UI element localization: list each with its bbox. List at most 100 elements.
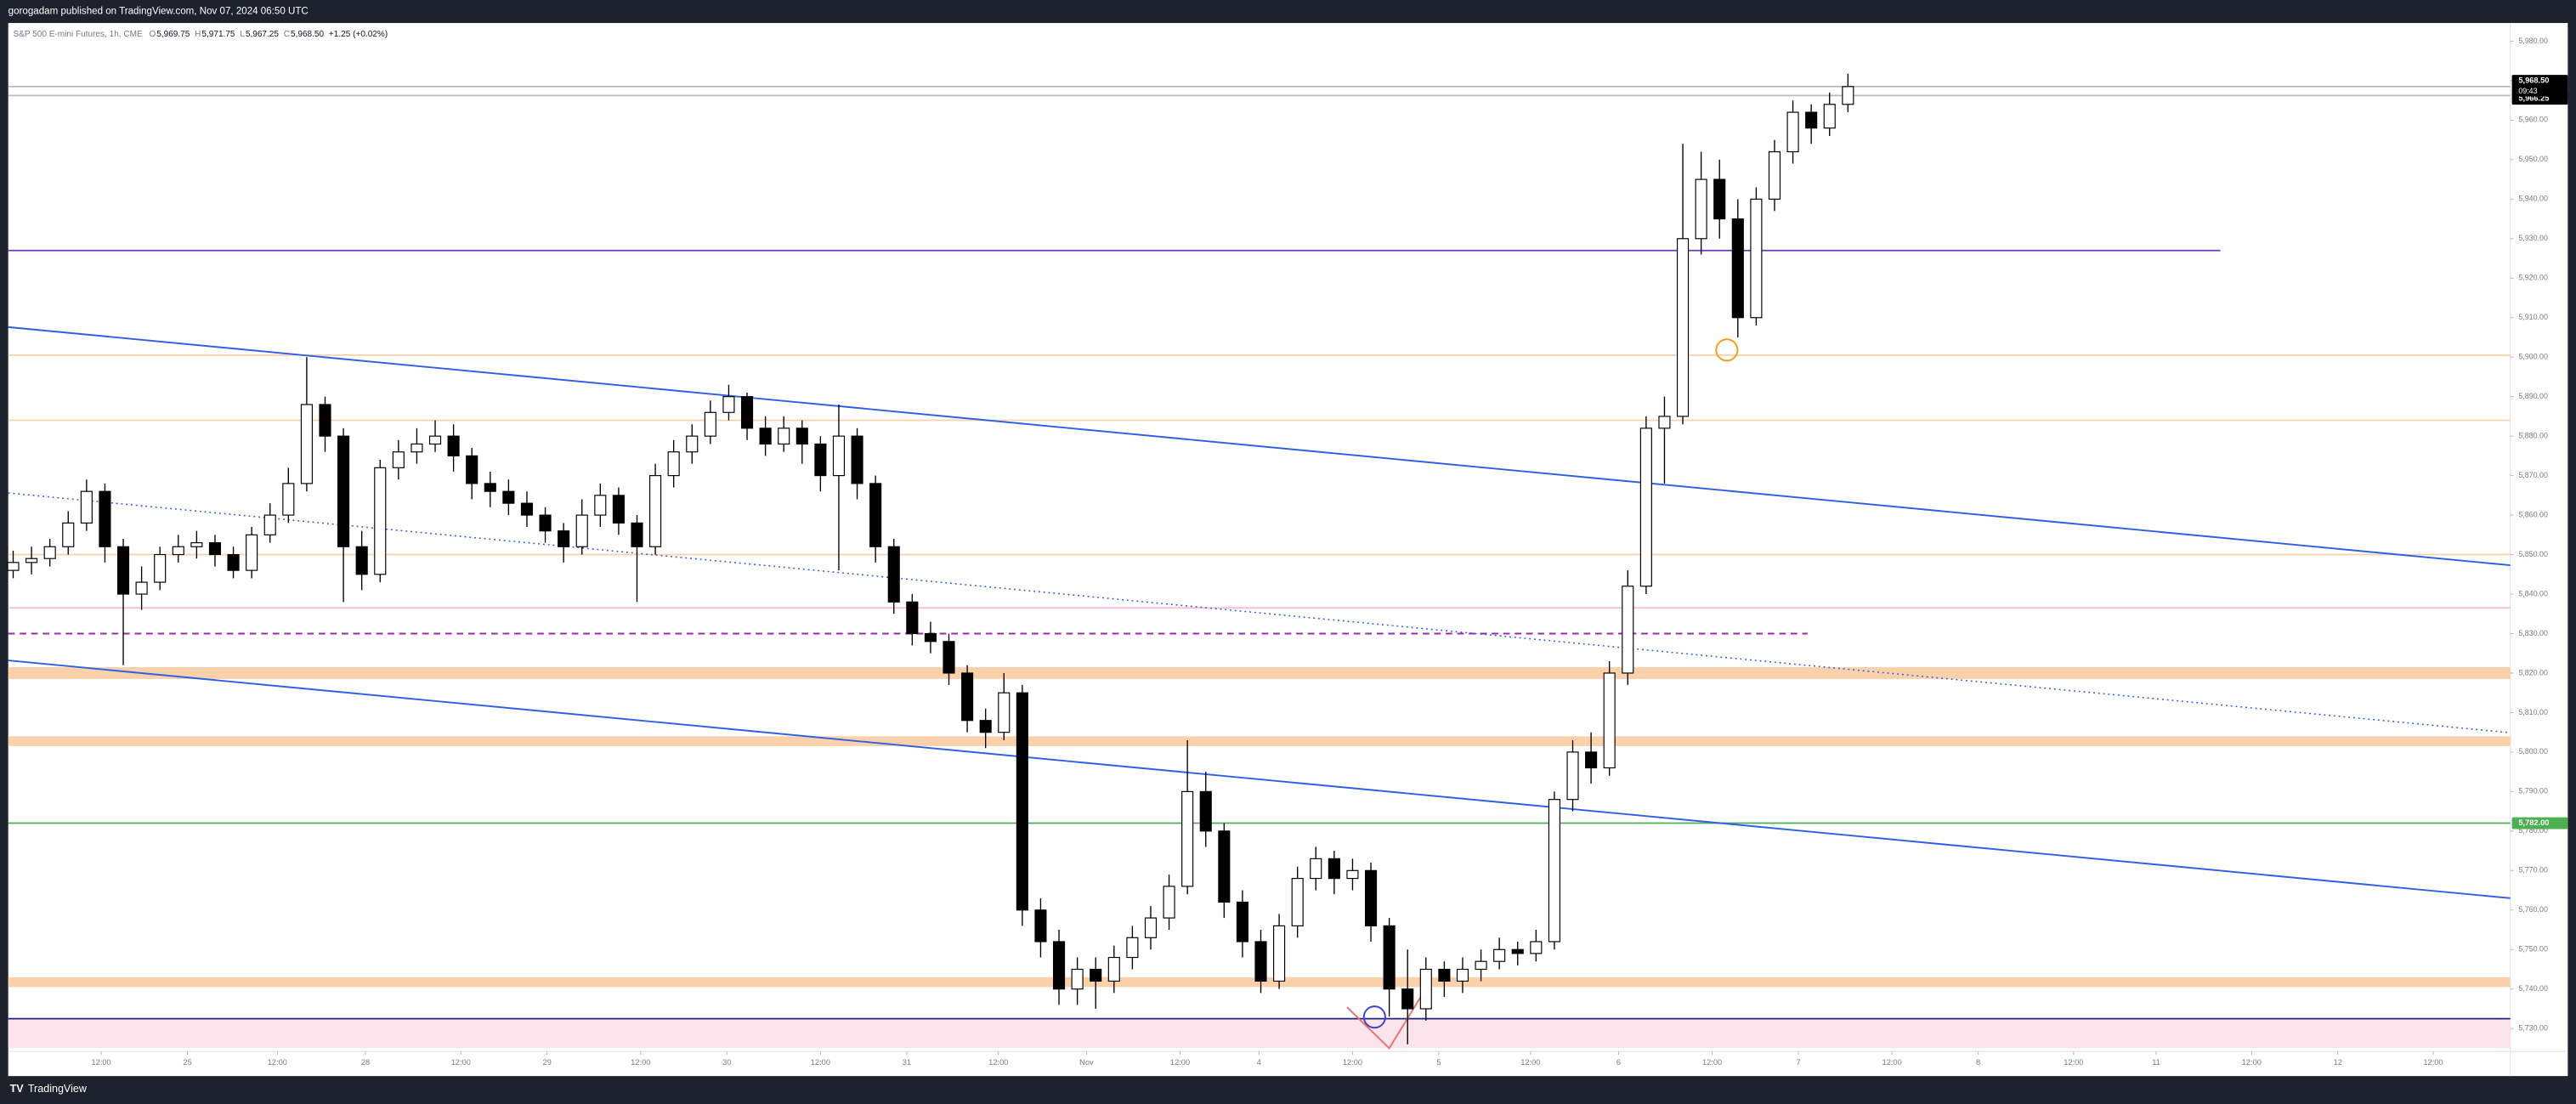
x-tick-label: 8 — [1976, 1058, 1980, 1067]
y-tick-label: 5,870.00 — [2518, 471, 2548, 479]
y-tick-label: 5,810.00 — [2518, 708, 2548, 716]
y-tick-label: 5,950.00 — [2518, 155, 2548, 163]
legend-value: 5,969.75 — [156, 30, 190, 39]
candle-body — [43, 546, 56, 559]
candle-body — [1768, 150, 1781, 200]
y-tick-label: 5,920.00 — [2518, 274, 2548, 282]
candle-body — [1199, 790, 1212, 832]
price-label-bg — [2511, 75, 2568, 88]
price-label-bg — [2511, 817, 2568, 829]
candle-body — [594, 495, 607, 516]
candle-body — [502, 490, 515, 504]
x-tick-label: 12:00 — [988, 1058, 1008, 1067]
candle-body — [1676, 238, 1690, 417]
header: gorogadam published on TradingView.com, … — [8, 7, 309, 17]
candle-body — [667, 451, 680, 477]
candle-body — [484, 483, 496, 492]
y-tick-label: 5,890.00 — [2518, 392, 2548, 400]
legend: S&P 500 E-mini Futures, 1h, CME O 5,969.75… — [13, 30, 388, 39]
y-tick-label: 5,820.00 — [2518, 668, 2548, 677]
y-tick-label: 5,910.00 — [2518, 313, 2548, 321]
candle-body — [80, 490, 93, 524]
candle-body — [1622, 586, 1634, 674]
candle-body — [1713, 178, 1726, 220]
candle-body — [1364, 869, 1378, 926]
candle-body — [1328, 858, 1340, 880]
x-tick-label: 12:00 — [2064, 1058, 2083, 1067]
countdown: 09:43 — [2518, 87, 2537, 95]
price-label: 5,968.50 — [2518, 76, 2549, 85]
candle-body — [227, 553, 240, 571]
candle-body — [722, 396, 735, 413]
candle-body — [740, 396, 754, 429]
candle-body — [1493, 948, 1506, 962]
candle-body — [410, 443, 423, 453]
candle-body — [887, 546, 900, 603]
x-tick-label: 12 — [2334, 1058, 2342, 1067]
candle-body — [1603, 672, 1616, 769]
x-tick-label: 12:00 — [2242, 1058, 2262, 1067]
x-tick-label: 12:00 — [2423, 1058, 2443, 1067]
candle-body — [1530, 941, 1543, 954]
candle-body — [1511, 948, 1524, 954]
candle-body — [759, 427, 772, 445]
candle-body — [282, 483, 295, 516]
candle-body — [1236, 901, 1248, 943]
legend-key: C — [284, 30, 290, 39]
y-tick-label: 5,860.00 — [2518, 510, 2548, 518]
candle-body — [1475, 960, 1487, 971]
candle-body — [924, 632, 937, 643]
candle-body — [778, 427, 790, 445]
x-tick-label: 6 — [1616, 1058, 1621, 1067]
candle-body — [1090, 968, 1102, 982]
candle-body — [575, 514, 588, 547]
x-tick-label: 12:00 — [1170, 1058, 1190, 1067]
x-tick-label: 7 — [1796, 1058, 1800, 1067]
x-tick-label: 12:00 — [1520, 1058, 1540, 1067]
y-tick-label: 5,760.00 — [2518, 905, 2548, 914]
candle-body — [1163, 886, 1175, 919]
candle-body — [62, 522, 75, 547]
candle-body — [428, 435, 442, 445]
candle-body — [1438, 968, 1451, 982]
candle-body — [649, 475, 662, 547]
candle-body — [392, 451, 405, 468]
candle-body — [99, 490, 111, 547]
candle-body — [539, 514, 552, 532]
candle-body — [1107, 956, 1120, 982]
candle-body — [1181, 790, 1194, 887]
circle-marker — [1715, 338, 1739, 362]
candle-body — [7, 562, 20, 571]
y-tick-label: 5,770.00 — [2518, 866, 2548, 875]
candle-body — [246, 534, 258, 571]
candle-body — [1291, 878, 1304, 926]
candle-body — [961, 672, 974, 722]
candle-body — [154, 553, 167, 583]
y-tick-label: 5,880.00 — [2518, 431, 2548, 439]
x-tick-label: 29 — [543, 1058, 552, 1067]
price-label: 5,782.00 — [2518, 818, 2549, 827]
legend-value: 5,971.75 — [201, 30, 235, 39]
axes: 5,730.00 5,740.00 5,750.00 5,760.00 5,770.00… — [92, 37, 2568, 1067]
candle-body — [998, 692, 1011, 733]
x-tick-label: 11 — [2152, 1058, 2160, 1067]
candle-body — [319, 404, 331, 437]
candle-body — [1144, 917, 1158, 938]
candle-body — [1823, 104, 1836, 129]
candle-body — [466, 455, 478, 484]
candle-body — [447, 435, 460, 456]
candle-body — [1310, 858, 1322, 880]
candle-body — [1548, 799, 1560, 943]
candle-body — [1346, 869, 1359, 880]
candle-body — [704, 411, 716, 437]
footer-logo: TV TradingView — [10, 1083, 88, 1095]
x-tick-label: 12:00 — [451, 1058, 471, 1067]
candle-body — [1383, 925, 1396, 990]
y-tick-label: 5,940.00 — [2518, 195, 2548, 203]
candle-body — [1658, 416, 1671, 429]
candle-body — [190, 542, 203, 547]
candle-body — [1419, 968, 1432, 1010]
zone — [8, 736, 2511, 746]
trendline — [1346, 982, 1430, 1050]
candles — [7, 73, 1854, 1045]
